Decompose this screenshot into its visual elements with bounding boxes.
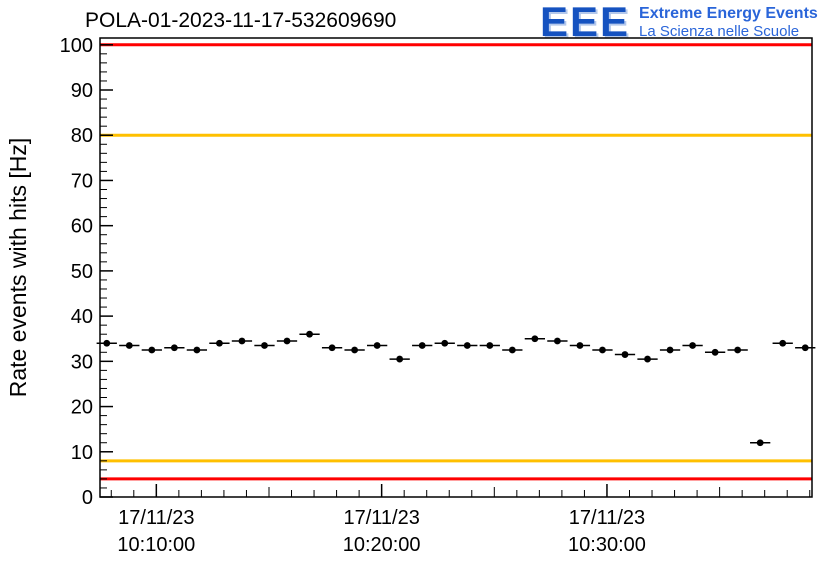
data-point xyxy=(148,346,156,354)
y-tick-label: 20 xyxy=(71,397,93,419)
data-point xyxy=(283,337,291,345)
y-tick-label: 10 xyxy=(71,442,93,464)
y-axis-label: Rate events with hits [Hz] xyxy=(5,138,31,398)
plot-frame xyxy=(99,37,813,498)
eee-logo-text: EEE xyxy=(540,0,631,45)
data-point xyxy=(801,344,809,352)
y-tick-label: 0 xyxy=(82,487,93,509)
y-tick-label: 70 xyxy=(71,170,93,192)
data-point xyxy=(328,344,336,352)
y-tick-label: 100 xyxy=(60,35,93,57)
data-point xyxy=(644,355,651,363)
logo-line-1: Extreme Energy Events xyxy=(639,5,818,22)
data-point xyxy=(103,339,111,347)
x-tick-label-time: 10:30:00 xyxy=(568,534,646,556)
x-tick-label-time: 10:10:00 xyxy=(117,534,195,556)
data-point xyxy=(734,346,742,354)
data-point xyxy=(306,330,313,338)
data-point xyxy=(441,339,449,347)
data-point xyxy=(396,355,404,363)
data-point xyxy=(553,337,561,345)
data-point xyxy=(689,342,696,349)
y-tick-label: 30 xyxy=(71,351,93,373)
data-point xyxy=(779,339,787,347)
data-point xyxy=(756,439,764,447)
y-tick-label: 40 xyxy=(71,306,93,328)
y-tick-label: 60 xyxy=(71,216,93,238)
eee-logo: EEE Extreme Energy Events La Scienza nel… xyxy=(540,0,818,45)
data-point xyxy=(418,342,426,349)
data-point xyxy=(599,346,606,354)
data-point xyxy=(238,337,246,345)
data-point xyxy=(216,339,223,347)
data-point xyxy=(351,346,359,354)
data-point xyxy=(666,346,674,354)
eee-logo-subtitle: Extreme Energy Events La Scienza nelle S… xyxy=(639,2,818,41)
y-tick-label: 50 xyxy=(71,261,93,283)
x-tick-label-time: 10:20:00 xyxy=(343,534,421,556)
data-point xyxy=(193,346,201,354)
data-point xyxy=(621,351,629,358)
y-tick-label: 90 xyxy=(71,80,93,102)
data-point xyxy=(711,348,719,356)
plot-title: POLA-01-2023-11-17-532609690 xyxy=(85,9,397,32)
data-point xyxy=(486,342,494,349)
x-tick-label-date: 17/11/23 xyxy=(569,507,645,529)
data-point xyxy=(531,335,539,343)
data-point xyxy=(125,342,133,349)
data-point xyxy=(576,342,584,349)
data-point xyxy=(261,342,268,349)
data-point xyxy=(508,346,516,354)
logo-line-2: La Scienza nelle Scuole xyxy=(639,23,800,41)
data-point xyxy=(170,344,178,352)
data-point xyxy=(373,342,381,349)
x-tick-label-date: 17/11/23 xyxy=(118,507,194,529)
data-point xyxy=(463,342,471,349)
x-tick-label-date: 17/11/23 xyxy=(343,507,419,529)
y-tick-label: 80 xyxy=(71,125,93,147)
